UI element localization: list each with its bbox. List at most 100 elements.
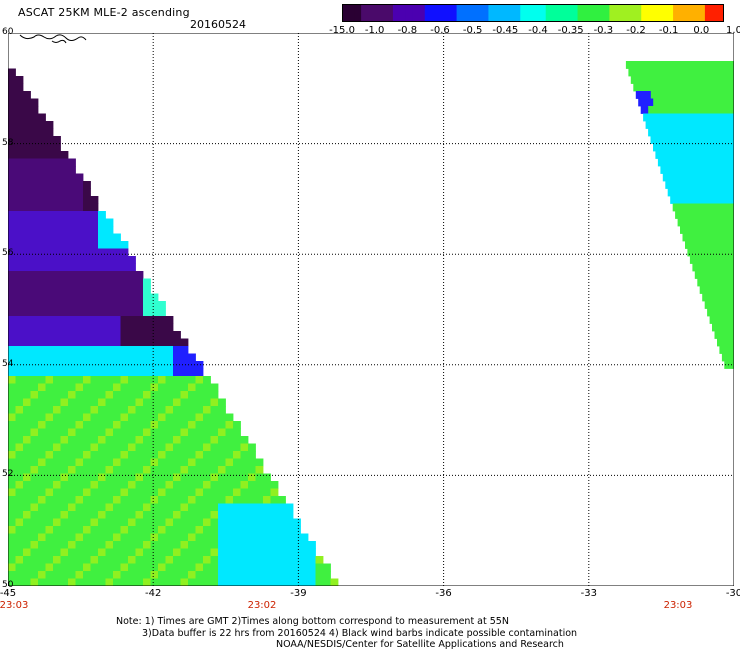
swath-pixel [128,526,136,534]
swath-pixel [45,173,54,182]
swath-pixel [173,578,181,586]
swath-pixel [720,121,729,129]
swath-pixel [690,98,699,107]
swath-pixel [150,541,159,549]
colorbar-swatch [647,4,655,22]
swath-pixel [15,308,24,317]
swath-pixel [8,541,16,549]
swath-pixel [143,293,151,302]
swath-pixel [8,113,16,122]
swath-pixel [698,98,707,107]
swath-pixel [83,331,91,339]
swath-pixel [60,263,69,272]
swath-pixel [98,368,106,377]
swath-pixel [255,518,264,527]
swath-pixel [687,181,696,189]
swath-pixel [248,533,256,542]
swath-pixel [68,496,76,504]
swath-pixel [270,548,279,557]
swath-pixel [645,121,654,129]
swath-pixel [135,511,144,519]
coastline [19,34,87,44]
swath-pixel [195,541,204,549]
swath-pixel [210,556,219,564]
swath-pixel [218,413,226,422]
swath-pixel [695,158,704,167]
swath-pixel [45,316,54,324]
swath-pixel [210,571,219,579]
swath-pixel [135,346,144,354]
swath-pixel [128,383,136,392]
swath-pixel [120,286,129,294]
swath-pixel [173,383,181,392]
swath-pixel [53,376,61,384]
swath-pixel [702,293,711,302]
swath-pixel [158,308,166,317]
swath-pixel [45,563,54,572]
swath-pixel [8,106,16,114]
swath-pixel [105,496,114,504]
swath-pixel [38,308,46,317]
swath-pixel [105,541,114,549]
swath-pixel [45,346,54,354]
swath-pixel [83,421,91,429]
swath-pixel [38,151,46,159]
swath-pixel [105,391,114,399]
lat-label: 56 [2,248,14,259]
swath-pixel [248,466,256,474]
swath-pixel [83,473,91,482]
swath-pixel [128,518,136,527]
swath-pixel [53,218,61,227]
swath-pixel [60,181,69,189]
swath-pixel [188,473,196,482]
swath-pixel [685,151,694,159]
swath-pixel [165,383,174,392]
swath-pixel [45,421,54,429]
swath-pixel [98,518,106,527]
swath-pixel [98,548,106,557]
swath-pixel [150,548,159,557]
swath-pixel [90,211,99,219]
swath-pixel [23,413,31,422]
swath-pixel [38,368,46,377]
swath-pixel [255,548,264,557]
swath-pixel [195,503,204,512]
swath-pixel [83,563,91,572]
swath-pixel [712,211,721,219]
swath-pixel [643,113,651,122]
swath-pixel [90,413,99,422]
swath-pixel [90,353,99,362]
swath-pixel [23,136,31,144]
swath-pixel [722,308,730,317]
swath-pixel [113,301,121,309]
swath-pixel [90,391,99,399]
lat-label: 60 [2,27,14,37]
swath-pixel [45,278,54,287]
colorbar-swatch [469,4,477,22]
swath-pixel [15,346,24,354]
swath-pixel [672,181,681,189]
swath-pixel [727,301,734,309]
swath-pixel [330,578,339,586]
swath-pixel [725,203,734,212]
swath-pixel [218,533,226,542]
swath-pixel [218,398,226,407]
swath-pixel [105,331,114,339]
swath-pixel [128,338,136,347]
swath-pixel [83,286,91,294]
swath-pixel [45,286,54,294]
swath-pixel [718,113,726,122]
swath-pixel [90,286,99,294]
swath-pixel [128,473,136,482]
swath-pixel [650,136,659,144]
swath-pixel [173,556,181,564]
swath-pixel [158,323,166,332]
swath-pixel [45,301,54,309]
swath-pixel [113,331,121,339]
swath-pixel [203,383,211,392]
swath-pixel [135,503,144,512]
swath-pixel [98,211,106,219]
swath-pixel [143,481,151,489]
swath-pixel [218,443,226,452]
swath-pixel [240,451,249,459]
